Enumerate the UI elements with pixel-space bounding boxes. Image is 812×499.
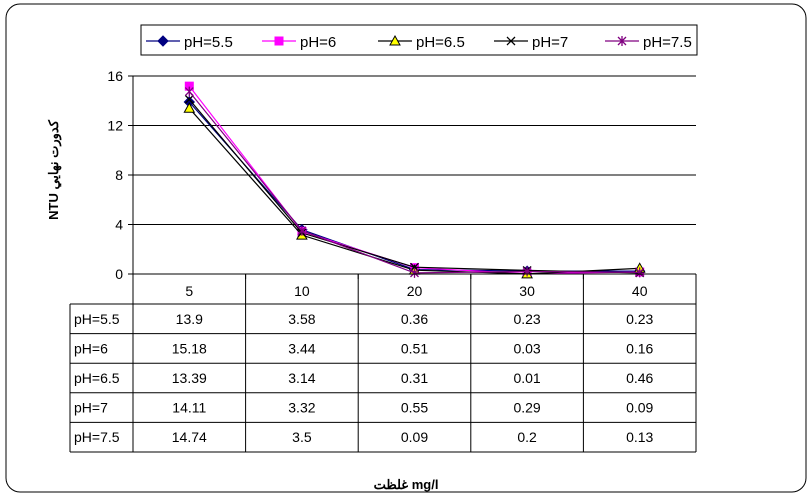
data-point [617,36,627,46]
legend-box [140,24,698,56]
table-cell: 0.16 [626,340,653,356]
table-header-cell: 20 [407,283,423,299]
data-point [389,34,401,46]
legend-item: pH=7.5 [605,34,692,51]
table-cell: 13.39 [172,370,207,386]
y-tick-label: 12 [107,118,123,134]
table-cell: 0.01 [513,370,540,386]
data-point [297,225,307,236]
table-cell: 0.09 [626,400,653,416]
legend-item: pH=5.5 [146,34,233,51]
table-cell: 0.46 [626,370,653,386]
table-row-label: pH=6 [74,340,108,356]
table-cell: 0.2 [517,429,537,445]
y-tick-label: 4 [115,217,123,233]
legend-label: pH=6 [300,34,336,51]
y-axis-title: NTU كدورت نهايي [46,119,62,220]
table-cell: 3.58 [288,311,315,327]
table-cell: 14.11 [172,400,206,416]
series-pH=7.5 [184,86,645,278]
data-point [183,102,196,113]
table-cell: 0.51 [401,340,428,356]
table-cell: 15.18 [172,340,207,356]
legend: pH=5.5 pH=6 pH=6.5 pH=7 pH=7.5 [140,24,698,56]
y-tick-label: 0 [115,266,123,282]
legend-label: pH=5.5 [184,34,233,51]
table-cell: 0.36 [401,311,428,327]
table-row-label: pH=6.5 [74,370,120,386]
table-row-label: pH=5.5 [74,311,120,327]
table-cell: 0.29 [513,400,540,416]
plot-area: 0 4 8 12 16 [107,68,697,282]
table-row-label: pH=7.5 [74,429,120,445]
table-cell: 13.9 [176,311,203,327]
legend-item: pH=6.5 [378,34,465,51]
y-tick-label: 8 [115,167,123,183]
data-point [184,94,194,104]
table-row-label: pH=7 [74,400,108,416]
table-cell: 3.14 [288,370,315,386]
legend-item: pH=6 [262,34,336,51]
data-point [274,36,284,46]
table-cell: 0.23 [513,311,540,327]
y-tick-label: 16 [107,68,123,84]
table-cell: 3.44 [288,340,315,356]
table-header-cell: 30 [519,283,535,299]
x-axis-title: غلظت mg/l [374,477,439,492]
legend-label: pH=7.5 [643,34,692,51]
table-cell: 3.32 [288,400,315,416]
outer-frame [5,3,807,493]
table-header-cell: 40 [632,283,648,299]
table-cell: 0.23 [626,311,653,327]
table-cell: 0.13 [626,429,653,445]
legend-label: pH=7 [532,34,568,51]
data-point [184,86,194,97]
table-cell: 14.74 [172,429,207,445]
data-point [157,35,169,47]
table-cell: 0.09 [401,429,428,445]
table-header-cell: 5 [185,283,193,299]
data-point [635,267,645,278]
table-cell: 0.31 [401,370,428,386]
table-cell: 3.5 [292,429,312,445]
data-point [506,36,516,46]
data-point [410,267,419,278]
data-table: 5 10 20 30 40 pH=5.5 13.9 3.58 0.36 0.23 0.23 pH=6 1… [69,273,697,453]
legend-label: pH=6.5 [416,34,465,51]
table-cell: 0.55 [401,400,428,416]
table-cell: 0.03 [513,340,540,356]
table-header-cell: 10 [294,283,310,299]
legend-item: pH=7 [494,34,568,51]
